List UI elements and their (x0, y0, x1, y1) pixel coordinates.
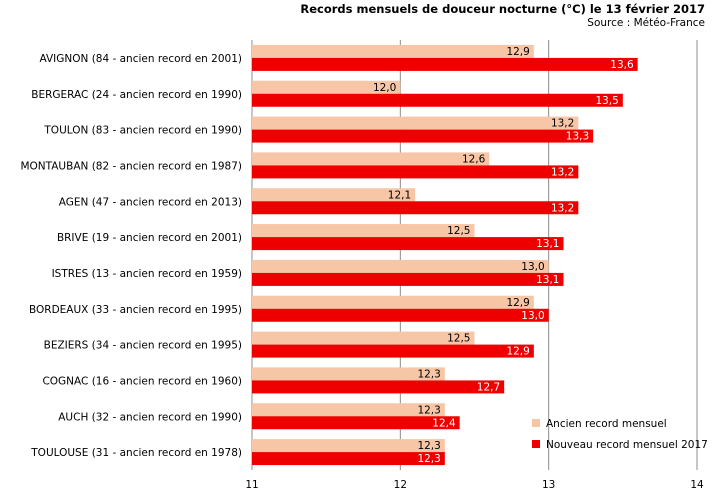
bar-ancien-record (252, 331, 475, 345)
category-label: BEZIERS (34 - ancien record en 1995) (44, 340, 242, 352)
bar-ancien-record (252, 152, 490, 166)
category-label: BRIVE (19 - ancien record en 2001) (57, 232, 242, 244)
bar-nouveau-record (252, 201, 579, 215)
bar-nouveau-record (252, 344, 534, 358)
x-tick-label: 12 (394, 479, 407, 491)
category-label: TOULON (83 - ancien record en 1990) (43, 125, 242, 137)
data-label-ancien: 12,9 (506, 297, 529, 309)
category-label: AUCH (32 - ancien record en 1990) (58, 411, 242, 423)
legend-swatch-ancien (532, 419, 540, 427)
data-label-nouveau: 13,2 (551, 166, 574, 178)
category-label: MONTAUBAN (82 - ancien record en 1987) (20, 160, 242, 172)
data-label-ancien: 13,2 (551, 118, 574, 130)
bar-ancien-record (252, 224, 475, 238)
chart-source: Source : Météo-France (587, 17, 705, 29)
bar-nouveau-record (252, 93, 623, 107)
data-label-ancien: 12,6 (462, 153, 486, 165)
data-label-ancien: 12,0 (373, 82, 396, 94)
bar-nouveau-record (252, 129, 594, 143)
bar-ancien-record (252, 367, 445, 381)
bar-ancien-record (252, 439, 445, 453)
data-label-nouveau: 12,9 (506, 346, 529, 358)
bar-nouveau-record (252, 237, 564, 251)
data-label-nouveau: 13,6 (610, 59, 634, 71)
data-label-nouveau: 12,7 (477, 381, 500, 393)
x-tick-label: 14 (690, 479, 704, 491)
bar-nouveau-record (252, 272, 564, 286)
legend-label-ancien: Ancien record mensuel (546, 418, 667, 430)
bar-nouveau-record (252, 57, 638, 71)
bar-ancien-record (252, 188, 416, 202)
data-label-nouveau: 13,2 (551, 202, 574, 214)
category-label: AVIGNON (84 - ancien record en 2001) (39, 53, 242, 65)
category-label: BERGERAC (24 - ancien record en 1990) (31, 89, 242, 101)
bar-ancien-record (252, 403, 445, 417)
bar-nouveau-record (252, 308, 549, 322)
data-label-ancien: 12,5 (447, 225, 470, 237)
data-label-ancien: 12,9 (506, 46, 529, 58)
category-label: ISTRES (13 - ancien record en 1959) (52, 268, 242, 280)
bar-nouveau-record (252, 165, 579, 179)
bar-ancien-record (252, 116, 579, 130)
category-label: COGNAC (16 - ancien record en 1960) (42, 375, 242, 387)
data-label-nouveau: 12,4 (432, 417, 456, 429)
category-label: TOULOUSE (31 - ancien record en 1978) (30, 447, 242, 459)
x-tick-label: 11 (245, 479, 258, 491)
data-label-ancien: 12,3 (417, 404, 440, 416)
bar-nouveau-record (252, 380, 505, 394)
data-label-ancien: 13,0 (521, 261, 544, 273)
bar-ancien-record (252, 259, 549, 273)
chart-title: Records mensuels de douceur nocturne (°C… (300, 2, 705, 16)
data-label-nouveau: 12,3 (417, 453, 440, 465)
data-label-nouveau: 13,1 (536, 238, 559, 250)
data-label-ancien: 12,5 (447, 333, 470, 345)
data-label-ancien: 12,3 (417, 440, 440, 452)
category-label: AGEN (47 - ancien record en 2013) (59, 196, 242, 208)
data-label-nouveau: 13,1 (536, 274, 559, 286)
legend-label-nouveau: Nouveau record mensuel 2017 (546, 439, 708, 451)
bar-ancien-record (252, 295, 534, 309)
data-label-ancien: 12,3 (417, 368, 440, 380)
legend-swatch-nouveau (532, 440, 540, 448)
x-tick-label: 13 (542, 479, 555, 491)
bar-ancien-record (252, 80, 401, 94)
bar-nouveau-record (252, 452, 445, 466)
data-label-nouveau: 13,5 (595, 95, 618, 107)
data-label-ancien: 12,1 (388, 189, 411, 201)
category-label: BORDEAUX (33 - ancien record en 1995) (29, 304, 242, 316)
data-label-nouveau: 13,3 (566, 131, 589, 143)
data-label-nouveau: 13,0 (521, 310, 544, 322)
bar-ancien-record (252, 44, 534, 58)
bar-nouveau-record (252, 416, 460, 430)
